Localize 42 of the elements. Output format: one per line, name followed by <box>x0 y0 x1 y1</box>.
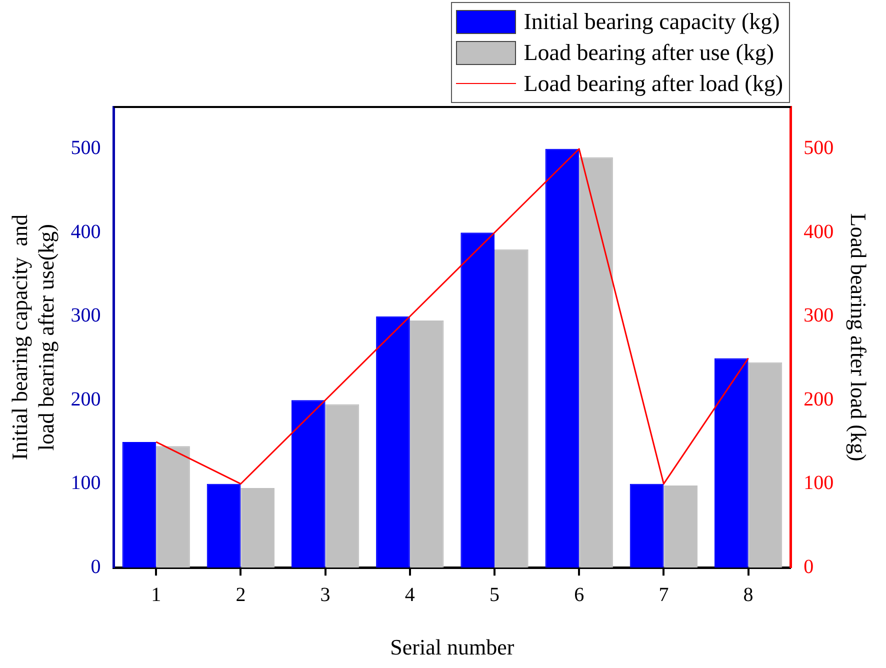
bar <box>630 484 664 568</box>
legend-label: Load bearing after load (kg) <box>524 70 783 98</box>
bar <box>156 446 190 568</box>
x-tick-label: 2 <box>236 584 246 606</box>
legend-label: Load bearing after use (kg) <box>524 39 774 67</box>
x-tick-label: 6 <box>574 584 584 606</box>
x-axis-title: Serial number <box>390 634 515 660</box>
x-tick-label: 7 <box>658 584 669 606</box>
x-tick-label: 5 <box>490 584 500 606</box>
bar <box>714 358 748 568</box>
x-tick-label: 8 <box>743 584 754 606</box>
bar <box>579 157 613 568</box>
y2-tick-label: 300 <box>804 304 834 327</box>
y2-tick-label: 500 <box>804 137 834 160</box>
y-tick-label: 0 <box>90 556 101 578</box>
y2-tick-label: 200 <box>804 388 834 410</box>
bar <box>206 484 241 568</box>
bar <box>748 362 782 568</box>
y-tick-label: 400 <box>70 220 101 243</box>
y2-tick-label: 0 <box>804 556 814 578</box>
x-tick-label: 1 <box>151 584 162 606</box>
y2-axis-title: Load bearing after load (kg) <box>846 213 872 462</box>
bar <box>376 316 410 568</box>
x-tick-label: 4 <box>404 584 415 606</box>
x-tick-label: 3 <box>320 584 330 606</box>
bar <box>460 232 494 568</box>
y-tick-label: 100 <box>70 472 101 494</box>
bar <box>664 486 698 568</box>
y-tick-label: 500 <box>70 137 101 160</box>
y-tick-label: 300 <box>70 304 101 327</box>
y2-tick-label: 100 <box>804 472 834 494</box>
legend-label: Initial bearing capacity (kg) <box>524 8 780 36</box>
bar <box>410 320 444 568</box>
bar <box>325 404 360 568</box>
y-axis-title: Initial bearing capacity and load bearing after use(kg) <box>6 214 58 460</box>
y-tick-label: 200 <box>70 388 101 410</box>
y2-tick-label: 400 <box>804 220 834 243</box>
bar <box>545 148 580 568</box>
bar <box>494 249 528 568</box>
bar <box>240 488 275 568</box>
bar <box>291 400 326 568</box>
bar <box>122 442 156 568</box>
